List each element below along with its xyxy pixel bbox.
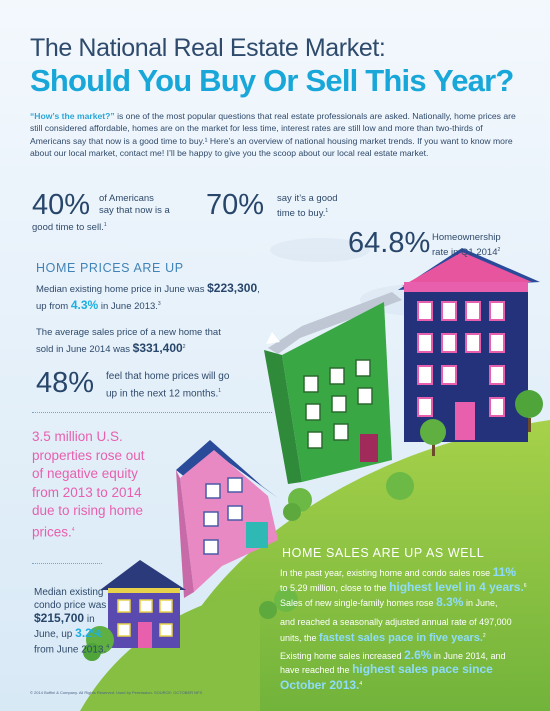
stat-sell-text: of Americans say that now is a [99, 193, 209, 217]
sales-p1-text1: In the past year, existing home and cond… [280, 568, 493, 578]
sales-p2-high: fastest sales pace in five years. [319, 631, 483, 644]
sales-p3-high2: October 2013. [280, 677, 360, 692]
stat-ownership-sup: 2 [497, 247, 501, 253]
sales-p3-high1: highest sales pace since [352, 662, 493, 677]
expect-sup: 1 [218, 388, 222, 394]
sales-p3-text2: in June 2014, and [431, 651, 506, 662]
stat-ownership-text: Homeownership rate in Q1 20142 [432, 232, 532, 259]
sales-p3-text3: have reached the [280, 665, 353, 676]
stat-ownership-pct: 64.8% [348, 227, 431, 259]
page-title-line1: The National Real Estate Market: [30, 34, 386, 62]
expect-pct: 48% [36, 367, 95, 399]
median-text3: in June 2013. [98, 301, 158, 313]
home-prices-heading: HOME PRICES ARE UP [36, 261, 184, 275]
footer-copyright: © 2014 Buffini & Company. All Rights Res… [30, 690, 203, 695]
sales-p2-text3: and reached a seasonally adjusted annual… [280, 617, 512, 628]
condo-pct: 3.2% [75, 625, 103, 640]
condo-divider [32, 563, 102, 564]
stat-buy-text2: time to buy. [277, 208, 326, 220]
stat-sell-pct: 40% [32, 189, 91, 221]
page-title-line2: Should You Buy Or Sell This Year? [30, 63, 514, 98]
equity-sup: 4 [71, 526, 75, 533]
median-sup: 3 [157, 301, 161, 307]
expect-text1: feel that home prices will go [106, 371, 230, 382]
intro-paragraph: “How’s the market?” is one of the most p… [30, 110, 522, 160]
pink-house-illustration [176, 440, 278, 598]
home-sales-heading: HOME SALES ARE UP AS WELL [282, 546, 485, 560]
equity-line6: prices. [32, 524, 72, 540]
condo-value: $215,700 [34, 611, 85, 625]
stat-sell-text3-wrap: good time to sell.1 [32, 219, 107, 234]
stat-buy-text1: say it’s a good [277, 193, 338, 204]
sales-p2-text1: Sales of new single-family homes rose [280, 597, 437, 608]
median-text1: Median existing home price in June was [36, 284, 208, 295]
stat-buy-sup: 1 [325, 208, 329, 214]
stat-ownership-text2: rate in Q1 2014 [432, 247, 498, 259]
median-text2: up from [36, 301, 71, 313]
stat-sell-text2: say that now is a [99, 205, 170, 216]
sales-p1-high: highest level in 4 years. [389, 580, 524, 595]
sales-p1-pct: 11% [492, 565, 516, 579]
sales-p2-pct: 8.3% [436, 594, 464, 609]
stat-sell-text1: of Americans [99, 193, 154, 204]
avg-value: $331,400 [132, 341, 183, 356]
stat-buy-pct: 70% [206, 189, 265, 221]
sales-p3-text1: Existing home sales increased [280, 651, 405, 662]
sales-p2-text4: units, the [280, 632, 320, 643]
sales-p2-sup: 2 [482, 632, 486, 639]
stat-sell-text3: good time to sell. [32, 222, 104, 234]
equity-line3: of negative equity [32, 466, 138, 482]
intro-text: is one of the most popular questions tha… [30, 111, 516, 159]
stat-ownership-text1: Homeownership [432, 232, 501, 243]
condo-line4a: June, up [34, 628, 76, 640]
sales-p1-sup: 6 [523, 583, 527, 590]
avg-text2: sold in June 2014 was [36, 344, 133, 356]
stat-sell-sup: 1 [103, 222, 107, 228]
median-value: $223,300 [207, 281, 258, 295]
tree-illustrations [83, 390, 543, 661]
expect-text: feel that home prices will go up in the … [106, 370, 266, 401]
home-sales-text: In the past year, existing home and cond… [280, 565, 536, 693]
equity-callout: 3.5 million U.S. properties rose out of … [32, 428, 192, 542]
sales-p3-pct: 2.6% [404, 648, 432, 663]
sales-p1-text2: to 5.29 million, close to the [280, 583, 390, 594]
intro-lead: “How’s the market?” [30, 111, 115, 121]
condo-line2: condo price was [34, 599, 107, 611]
green-house-illustration [264, 292, 402, 484]
condo-text: Median existing condo price was $215,700… [34, 587, 124, 657]
purple-house-illustration [100, 560, 186, 648]
avg-text1: The average sales price of a new home th… [36, 327, 221, 338]
sales-p2-text2: in June, [463, 597, 498, 608]
equity-line4: from 2013 to 2014 [32, 484, 142, 500]
condo-line3: in [84, 614, 95, 625]
equity-line2: properties rose out [32, 447, 145, 463]
avg-sup: 2 [182, 344, 186, 350]
sales-p3-sup: 4 [359, 680, 363, 687]
avg-price-text: The average sales price of a new home th… [36, 325, 276, 357]
median-pct: 4.3% [70, 298, 99, 313]
median-price-text: Median existing home price in June was $… [36, 281, 260, 313]
equity-line5: due to rising home [32, 503, 144, 519]
expect-text2: up in the next 12 months. [106, 388, 219, 400]
stat-buy-text: say it’s a good time to buy.1 [277, 193, 367, 220]
condo-line1: Median existing [34, 587, 104, 598]
section-divider [32, 412, 272, 413]
condo-line5: from June 2013. [34, 644, 107, 656]
equity-line1: 3.5 million U.S. [32, 429, 123, 444]
navy-house-illustration [398, 248, 540, 442]
condo-sup: 4 [106, 644, 110, 650]
